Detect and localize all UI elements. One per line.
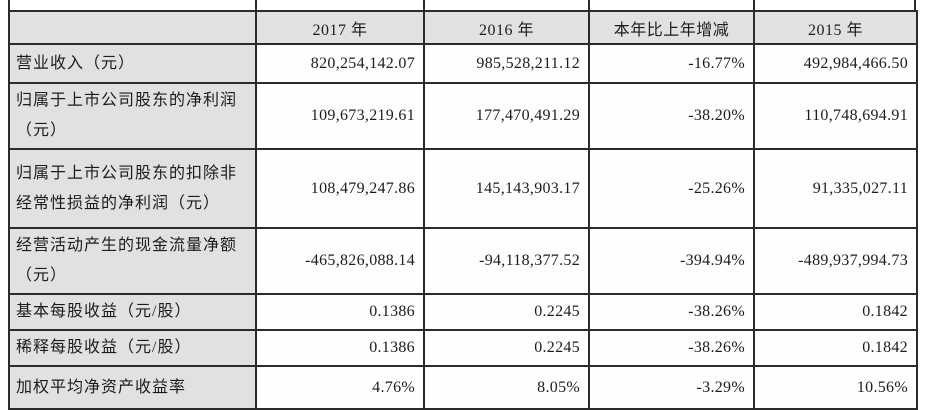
financial-summary-table: 2017 年 2016 年 本年比上年增减 2015 年 营业收入（元） 820… (8, 10, 918, 410)
cell-change: -394.94% (588, 227, 755, 295)
cell-2015: 492,984,466.50 (753, 43, 918, 84)
table-row-operating-cash-flow: 经营活动产生的现金流量净额（元） -465,826,088.14 -94,118… (8, 227, 918, 295)
cell-2015: 0.1842 (753, 329, 918, 367)
table-row-basic-eps: 基本每股收益（元/股） 0.1386 0.2245 -38.26% 0.1842 (8, 293, 918, 331)
table-row-net-profit: 归属于上市公司股东的净利润（元） 109,673,219.61 177,470,… (8, 82, 918, 150)
cell-2015: -489,937,994.73 (753, 227, 918, 295)
cell-2016: 145,143,903.17 (423, 148, 590, 229)
column-header-change: 本年比上年增减 (588, 10, 755, 45)
cell-2015: 0.1842 (753, 293, 918, 331)
column-header-empty (8, 10, 257, 45)
row-label: 加权平均净资产收益率 (8, 365, 257, 410)
cell-change: -3.29% (588, 365, 755, 410)
row-label: 基本每股收益（元/股） (8, 293, 257, 331)
cell-2017: 109,673,219.61 (255, 82, 425, 150)
cell-change: -25.26% (588, 148, 755, 229)
cell-2017: 820,254,142.07 (255, 43, 425, 84)
row-label: 归属于上市公司股东的扣除非经常性损益的净利润（元） (8, 148, 257, 229)
cell-2015: 10.56% (753, 365, 918, 410)
table-row-net-profit-excl-nonrecurring: 归属于上市公司股东的扣除非经常性损益的净利润（元） 108,479,247.86… (8, 148, 918, 229)
cell-change: -16.77% (588, 43, 755, 84)
table-row-diluted-eps: 稀释每股收益（元/股） 0.1386 0.2245 -38.26% 0.1842 (8, 329, 918, 367)
cell-2017: 0.1386 (255, 293, 425, 331)
row-label: 营业收入（元） (8, 43, 257, 84)
table-remnant-tick (914, 0, 916, 10)
column-header-2016: 2016 年 (423, 10, 590, 45)
cell-2017: 4.76% (255, 365, 425, 410)
cell-2016: 0.2245 (423, 329, 590, 367)
cell-change: -38.20% (588, 82, 755, 150)
cell-2017: 0.1386 (255, 329, 425, 367)
row-label: 经营活动产生的现金流量净额（元） (8, 227, 257, 295)
column-header-2015: 2015 年 (753, 10, 918, 45)
table-remnant-tick (8, 0, 10, 10)
row-label: 稀释每股收益（元/股） (8, 329, 257, 367)
cell-2016: 8.05% (423, 365, 590, 410)
cell-2017: 108,479,247.86 (255, 148, 425, 229)
cell-2016: 985,528,211.12 (423, 43, 590, 84)
cell-change: -38.26% (588, 329, 755, 367)
cell-2015: 91,335,027.11 (753, 148, 918, 229)
cell-2016: 0.2245 (423, 293, 590, 331)
table-remnant-tick (423, 0, 425, 10)
cell-change: -38.26% (588, 293, 755, 331)
column-header-2017: 2017 年 (255, 10, 425, 45)
table-remnant-tick (255, 0, 257, 10)
cell-2016: 177,470,491.29 (423, 82, 590, 150)
header-row: 2017 年 2016 年 本年比上年增减 2015 年 (8, 10, 918, 45)
row-label: 归属于上市公司股东的净利润（元） (8, 82, 257, 150)
cell-2017: -465,826,088.14 (255, 227, 425, 295)
table-row-revenue: 营业收入（元） 820,254,142.07 985,528,211.12 -1… (8, 43, 918, 84)
cell-2015: 110,748,694.91 (753, 82, 918, 150)
table-remnant-tick (753, 0, 755, 10)
cell-2016: -94,118,377.52 (423, 227, 590, 295)
table-remnant-tick (588, 0, 590, 10)
table-row-weighted-avg-roe: 加权平均净资产收益率 4.76% 8.05% -3.29% 10.56% (8, 365, 918, 410)
